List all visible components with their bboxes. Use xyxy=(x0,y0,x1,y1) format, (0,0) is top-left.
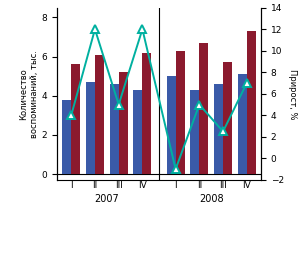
Text: 2007: 2007 xyxy=(94,194,119,204)
Y-axis label: Прирост, %: Прирост, % xyxy=(288,69,297,119)
Bar xyxy=(142,53,152,174)
Bar xyxy=(71,65,80,174)
Text: 2008: 2008 xyxy=(199,194,224,204)
Bar xyxy=(176,51,184,174)
Bar xyxy=(110,84,119,174)
Bar xyxy=(119,72,128,174)
Bar xyxy=(199,43,208,174)
Bar xyxy=(214,84,223,174)
Y-axis label: Количество
воспоминаний, тыс.: Количество воспоминаний, тыс. xyxy=(19,50,39,138)
Bar xyxy=(167,76,176,174)
Bar xyxy=(223,62,232,174)
Bar xyxy=(62,100,71,174)
Bar xyxy=(134,90,142,174)
Bar xyxy=(247,31,256,174)
Bar xyxy=(190,90,199,174)
Bar xyxy=(238,74,247,174)
Bar xyxy=(95,55,104,174)
Bar xyxy=(86,82,95,174)
